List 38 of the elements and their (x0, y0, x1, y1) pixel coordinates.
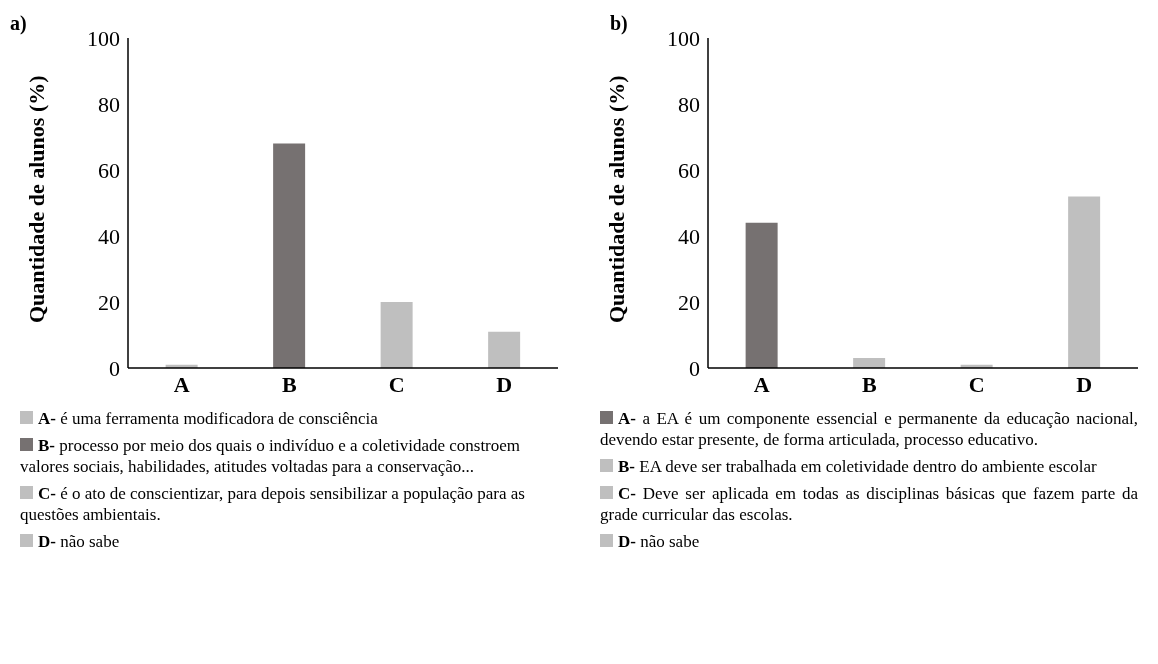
bar (853, 358, 886, 368)
text: C- Deve ser aplicada em todas as disciplinas básicas que fazem parte da grade curricular das escolas. (600, 483, 1138, 525)
y-tick-label: 40 (678, 223, 700, 249)
y-tick-label: 0 (109, 355, 120, 381)
x-tick-label: C (388, 371, 405, 397)
chart-title: a) (10, 12, 27, 35)
chart-title: b) (610, 12, 628, 35)
bar (745, 222, 778, 368)
y-tick-label: 20 (98, 289, 120, 315)
x-tick-label: A (173, 371, 190, 397)
y-tick-label: 20 (678, 289, 700, 315)
x-tick-label: D (1076, 371, 1093, 397)
y-axis-title: Quantidade de alunos (%) (23, 75, 49, 323)
bar (1068, 196, 1101, 368)
y-tick-label: 80 (678, 91, 700, 117)
y-tick-label: 100 (87, 25, 120, 51)
y-axis-title: Quantidade de alunos (%) (603, 75, 629, 323)
x-tick-label: A (753, 371, 770, 397)
text: A- a EA é um componente essencial e permanente da educação nacional, devendo estar presente, de forma articulada, processo educativo. (600, 408, 1138, 450)
text: A- é uma ferramenta modificadora de consciência (37, 408, 379, 429)
x-tick-label: B (281, 371, 297, 397)
text: C- é o ato de conscientizar, para depois sensibilizar a população para as questões ambientais. (20, 483, 526, 525)
text: B- processo por meio dos quais o indivíduo e a coletividade constroem valores sociais, habilidades, atitudes voltadas para a conservação... (20, 435, 522, 477)
y-tick-label: 40 (98, 223, 120, 249)
x-tick-label: C (968, 371, 985, 397)
text: B- EA deve ser trabalhada em coletividade dentro do ambiente escolar (617, 456, 1098, 477)
y-tick-label: 60 (678, 157, 700, 183)
y-tick-label: 0 (689, 355, 700, 381)
y-tick-label: 80 (98, 91, 120, 117)
bar (380, 302, 413, 368)
y-tick-label: 60 (98, 157, 120, 183)
x-tick-label: B (861, 371, 877, 397)
x-tick-label: D (496, 371, 513, 397)
text: D- não sabe (617, 531, 701, 552)
bar (488, 331, 521, 368)
text: D- não sabe (37, 531, 121, 552)
bar (273, 143, 306, 368)
y-tick-label: 100 (667, 25, 700, 51)
